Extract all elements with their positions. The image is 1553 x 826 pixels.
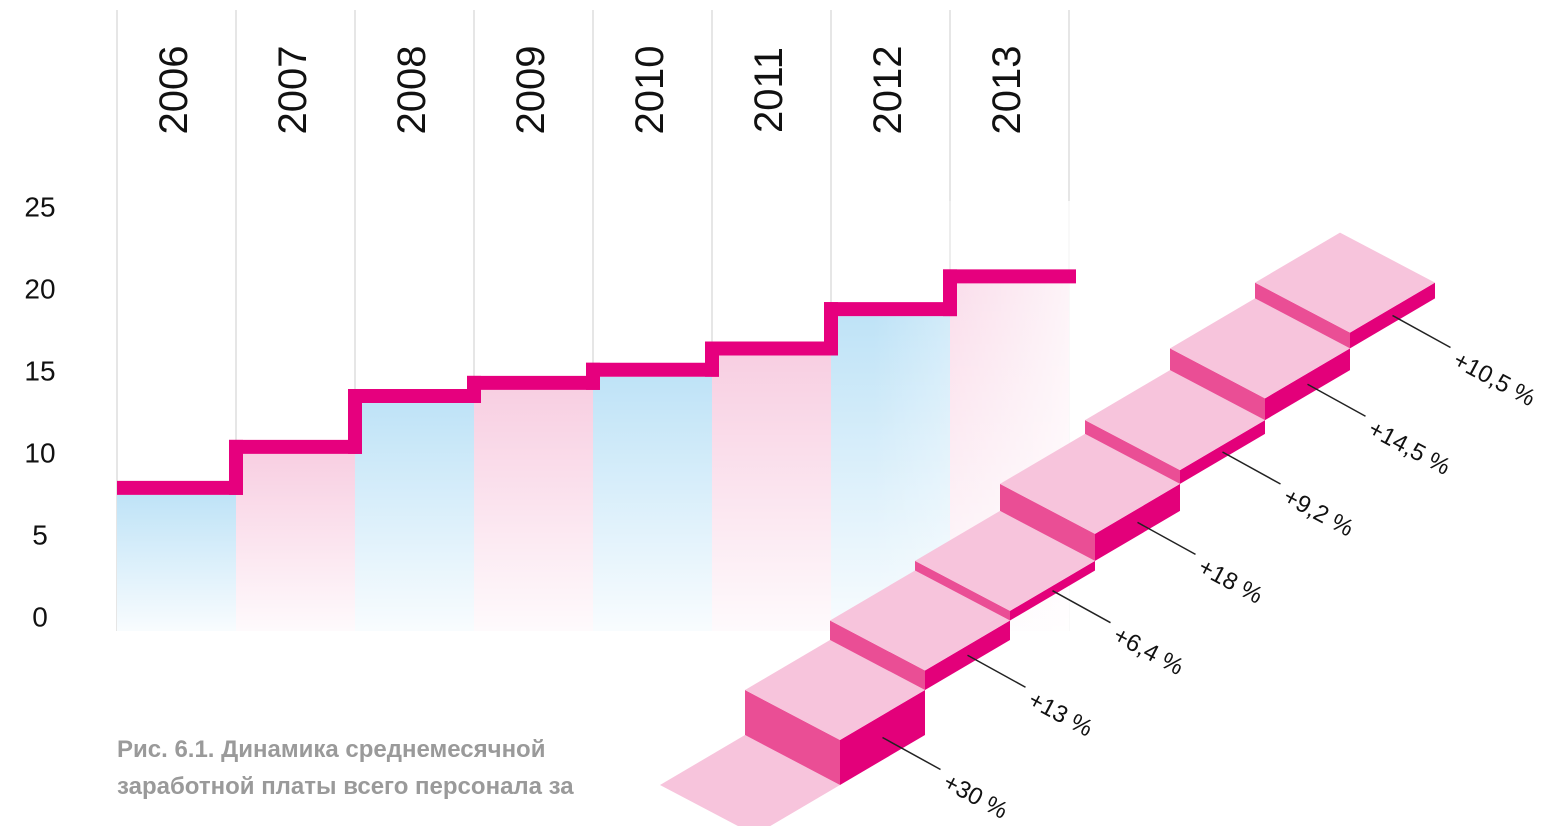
page: {"chart_data": {"type": "step", "caption… <box>0 0 1553 826</box>
x-tick-label: 2010 <box>628 46 672 135</box>
growth-label: +10,5 % <box>1449 347 1540 412</box>
leader-line <box>1223 452 1281 484</box>
y-tick-label: 20 <box>24 273 55 304</box>
fill-fade <box>236 454 355 631</box>
x-tick-label: 2006 <box>152 46 196 135</box>
growth-label: +6,4 % <box>1109 622 1188 681</box>
y-tick-label: 0 <box>32 601 48 632</box>
caption-line: Рис. 6.1. Динамика среднемесячной <box>117 736 545 763</box>
leader-line <box>1308 384 1366 416</box>
leader-line <box>1138 522 1196 554</box>
y-tick-label: 15 <box>24 355 55 386</box>
y-tick-label: 10 <box>24 437 55 468</box>
growth-label: +18 % <box>1194 553 1267 609</box>
x-tick-label: 2013 <box>985 46 1029 135</box>
x-tick-label: 2009 <box>509 46 553 135</box>
leader-line <box>968 655 1026 687</box>
y-tick-label: 5 <box>32 519 48 550</box>
fill-fade <box>117 495 236 631</box>
growth-label: +13 % <box>1024 686 1097 742</box>
x-tick-label: 2011 <box>747 47 791 133</box>
caption-line: заработной платы всего персонала за <box>117 773 574 800</box>
y-tick-label: 25 <box>24 191 55 222</box>
leader-line <box>1393 315 1451 347</box>
x-tick-label: 2008 <box>390 46 434 135</box>
x-tick-label: 2012 <box>866 46 910 135</box>
growth-label: +30 % <box>939 769 1012 825</box>
growth-label: +9,2 % <box>1279 483 1358 542</box>
growth-label: +14,5 % <box>1364 415 1455 480</box>
fill-fade <box>355 403 474 631</box>
chart: 2006 2007 2008 2009 2010 2011 2012 2013 0 5 10 15 20… <box>0 0 1553 826</box>
x-tick-label: 2007 <box>271 46 315 135</box>
